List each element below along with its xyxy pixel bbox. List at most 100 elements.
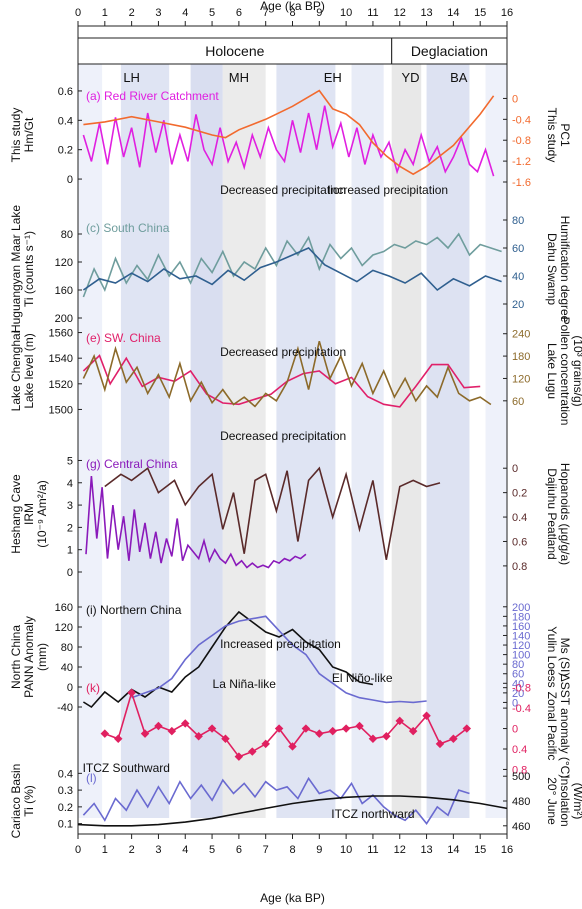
right-axis-label: Ms (SI) [558,638,572,677]
left-tick-label: 80 [61,229,73,241]
top-tick-label: 5 [209,7,215,19]
bottom-tick-label: 10 [340,844,352,856]
right-tick-label: 0.8 [512,561,527,573]
sub-period-label: MH [229,70,249,85]
right-axis-label: PC1 [558,123,572,147]
right-axis-label: Yulin Loess [545,626,559,687]
right-axis-label: 20° June [545,777,559,825]
left-axis-label: Heshang Cave [9,474,23,554]
background-band-1 [120,38,170,818]
right-axis-label: Lake Lugu [545,343,559,399]
series-point [422,711,431,721]
top-tick-label: 16 [501,7,513,19]
right-tick-label: 80 [512,215,524,227]
bottom-tick-label: 15 [474,844,486,856]
panel-title: (i) Northern China [86,603,182,617]
series-line-(j) [131,615,427,704]
top-tick-label: 2 [129,7,135,19]
series-line-(l) [82,776,470,825]
right-axis-label: Insolation [558,775,572,826]
period-label: Deglaciation [411,43,488,59]
period-box-1 [391,37,508,65]
right-tick-label: 160 [512,621,530,633]
left-tick-label: 0 [67,567,73,579]
bottom-tick-label: 11 [367,844,378,856]
series-point [288,742,297,751]
series-point [301,724,311,733]
sub-period-label: LH [123,70,140,85]
annotation-la-nina: La Niña-like [213,677,277,691]
top-tick-label: 13 [420,7,432,19]
series-point [315,729,324,738]
series-line-(h) [104,466,441,560]
top-tick-label: 14 [447,7,459,19]
left-tick-label: 0.4 [58,115,73,127]
bottom-tick-label: 7 [263,844,269,856]
left-axis-label: Ti (counts s⁻¹) [22,231,36,307]
top-tick-label: 9 [316,7,322,19]
annotation-increased-2: Increased precipitation [220,637,341,651]
left-tick-label: 0.4 [58,768,73,780]
annotation-itcz-north: ITCZ northward [331,807,414,821]
right-tick-label: 60 [512,396,524,408]
series-line-(d) [82,247,502,292]
right-tick-label: 180 [512,611,530,623]
left-tick-label: 4 [67,478,73,490]
top-tick-label: 15 [474,7,486,19]
right-tick-label: 180 [512,351,530,363]
left-axis-label: PANN Anomaly [22,616,36,698]
right-tick-label: 120 [512,640,530,652]
series-line-(b) [83,89,495,176]
left-tick-label: 0.6 [58,86,73,98]
left-tick-label: 5 [67,455,73,467]
bottom-tick-label: 14 [447,844,459,856]
right-tick-label: 0.8 [512,764,527,776]
left-axis-label: Hm/Gt [22,117,36,152]
left-tick-label: 0.3 [58,785,73,797]
left-axis-label: IRM [22,503,36,525]
right-tick-label: 460 [512,821,530,833]
right-tick-label: 0.2 [512,488,527,500]
bottom-tick-label: 3 [155,844,161,856]
series-point [395,716,404,726]
right-tick-label: -0.8 [512,683,531,695]
bottom-tick-label: 6 [236,844,242,856]
right-tick-label: 80 [512,659,524,671]
sub-period-label: EH [324,70,342,85]
right-tick-label: 20 [512,299,524,311]
left-axis-label: North China [9,625,23,689]
series-line-(g) [85,476,307,569]
sub-period-label: YD [401,70,419,85]
top-tick-label: 0 [75,7,81,19]
series-point [435,739,445,749]
left-tick-label: 80 [61,642,73,654]
right-tick-label: 0.4 [512,512,527,524]
background-band-4 [276,38,336,818]
left-axis-label: Lake Chenghai [9,331,23,412]
right-tick-label: 60 [512,243,524,255]
right-axis-label: This study [545,108,559,163]
series-point [355,721,364,731]
series-line-(a) [82,105,495,177]
left-axis-label: (10⁻⁹ Am²/a) [35,480,49,548]
bottom-tick-label: 4 [182,844,188,856]
right-axis-label: (W/m²) [571,783,582,820]
left-tick-label: 0 [67,174,73,186]
right-axis-label: Dajiuhu Peatland [545,468,559,559]
left-axis-label: Cariaco Basin [9,764,23,839]
series-line-(f) [82,340,492,408]
right-tick-label: -0.4 [512,703,531,715]
right-tick-label: -0.8 [512,135,531,147]
series-point [382,731,391,741]
bottom-tick-label: 2 [129,844,135,856]
bottom-tick-label: 16 [501,844,513,856]
series-point [274,724,284,733]
right-tick-label: 20 [512,688,524,700]
left-axis-label: Lake level (m) [22,333,36,408]
right-axis-label: Humification degree [558,216,572,323]
background-band-5 [351,38,384,818]
right-tick-label: 100 [512,650,530,662]
top-tick-label: 11 [367,7,378,19]
right-tick-label: 200 [512,602,530,614]
left-tick-label: -40 [57,702,73,714]
